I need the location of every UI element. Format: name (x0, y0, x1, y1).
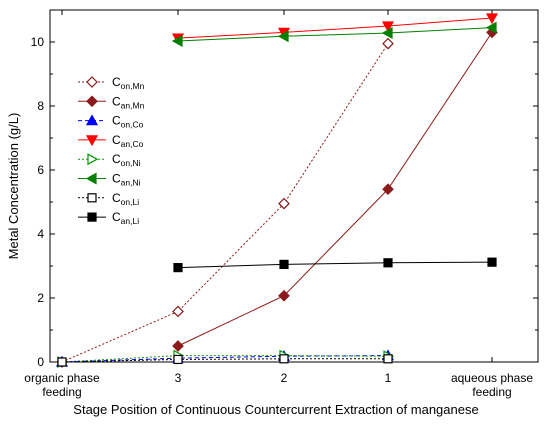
y-tick-label: 6 (37, 163, 44, 177)
series-on-Mn (56, 37, 394, 368)
legend-marker (87, 153, 99, 166)
series-on-Li (57, 354, 393, 367)
data-point (382, 37, 394, 50)
data-point (277, 30, 289, 43)
legend-label: Can,Li (112, 210, 139, 226)
legend-item: Can,Li (78, 210, 139, 226)
legend-label: Can,Mn (112, 94, 145, 110)
data-point (381, 21, 395, 33)
data-point (172, 305, 184, 318)
data-point (57, 357, 67, 367)
x-tick-label: 1 (385, 371, 392, 385)
legend-marker (85, 114, 99, 126)
legend-marker (87, 193, 97, 203)
data-point (173, 354, 183, 365)
series-an-Mn (172, 26, 498, 352)
data-point (383, 354, 393, 364)
series-line (177, 17, 493, 39)
legend-label: Con,Ni (112, 152, 141, 168)
legend-marker (85, 135, 99, 147)
y-tick-label: 8 (37, 99, 44, 113)
legend-marker (86, 95, 98, 108)
series-line (61, 43, 389, 363)
legend-item: Con,Co (78, 114, 144, 130)
data-point (485, 13, 499, 25)
x-tick-label: aqueous phase (451, 371, 533, 385)
data-point (278, 197, 290, 210)
series-line (177, 32, 493, 347)
legend: Con,Mn Can,Mn Con,Co Can,Co Con,Ni Can,Ni Con,… (78, 75, 145, 226)
y-axis: 0 2 4 6 8 10 (31, 35, 538, 369)
data-point (381, 27, 393, 40)
x-tick-label: 3 (175, 371, 182, 385)
series-line (177, 27, 493, 42)
x-tick-label: organic phase (24, 371, 100, 385)
data-point (279, 354, 289, 364)
data-point (171, 35, 183, 48)
series-an-Li (173, 257, 497, 273)
data-point (383, 258, 393, 268)
series-an-Ni (171, 21, 497, 48)
data-point (382, 183, 394, 196)
series-line (177, 261, 493, 269)
legend-marker (87, 212, 97, 222)
y-axis-title: Metal Concentration (g/L) (6, 113, 21, 260)
legend-item: Can,Mn (78, 94, 145, 110)
y-tick-label: 10 (31, 35, 45, 49)
legend-item: Can,Co (78, 133, 144, 149)
x-tick-label: feeding (472, 385, 511, 399)
data-point (278, 289, 290, 302)
legend-item: Con,Mn (78, 75, 145, 91)
data-point (485, 21, 497, 34)
legend-label: Con,Li (112, 191, 139, 207)
series-line (61, 355, 389, 363)
data-point (172, 340, 184, 352)
legend-item: Can,Ni (78, 172, 141, 188)
series-line (61, 358, 388, 363)
plot-frame (49, 9, 539, 363)
y-tick-label: 4 (37, 227, 44, 241)
x-axis-title: Stage Position of Continuous Countercurr… (73, 402, 478, 417)
y-tick-label: 2 (37, 291, 44, 305)
legend-item: Con,Li (78, 191, 139, 207)
legend-label: Con,Co (112, 114, 144, 130)
legend-label: Can,Ni (112, 172, 141, 188)
x-tick-label: feeding (42, 385, 81, 399)
x-tick-label: 2 (281, 371, 288, 385)
legend-label: Can,Co (112, 133, 144, 149)
data-point (279, 259, 289, 269)
data-point (487, 257, 497, 267)
legend-marker (85, 172, 97, 185)
data-point (173, 263, 183, 273)
series-layer (55, 13, 499, 369)
y-tick-label: 0 (37, 355, 44, 369)
legend-marker (86, 76, 98, 88)
series-line (61, 355, 389, 363)
legend-label: Con,Mn (112, 75, 145, 91)
legend-item: Con,Ni (78, 152, 141, 168)
